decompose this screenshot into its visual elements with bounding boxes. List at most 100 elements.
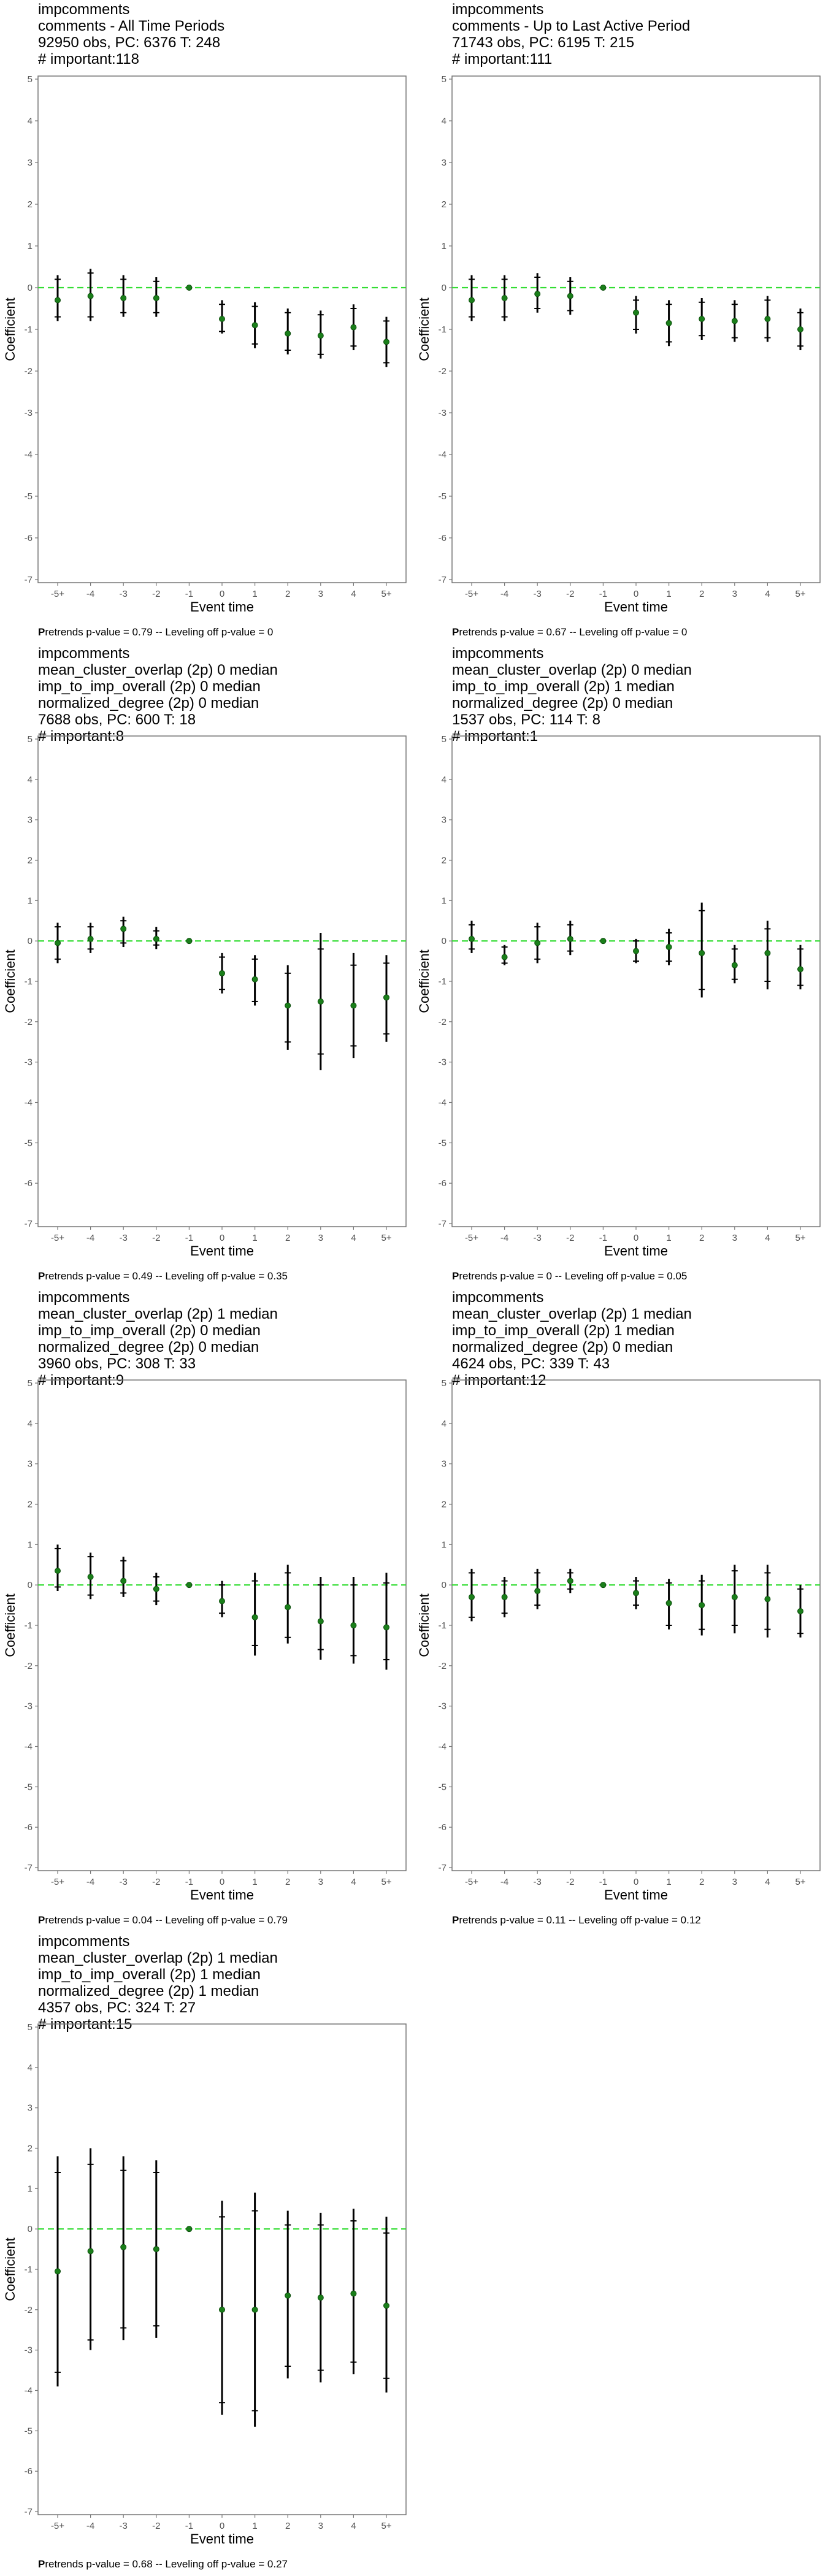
y-tick-label: -2 (439, 1661, 447, 1671)
x-tick-label: 0 (634, 1877, 638, 1887)
x-tick-label: 4 (765, 589, 770, 599)
coefficient-point (317, 998, 324, 1005)
footer-text: retrends p-value = 0.67 -- Leveling off … (459, 626, 688, 638)
title-line: 71743 obs, PC: 6195 T: 215 (452, 34, 635, 51)
y-tick-label: 1 (442, 1539, 447, 1550)
x-tick-label: 2 (699, 1877, 704, 1887)
y-tick-label: -6 (25, 1822, 33, 1833)
y-axis-label: Coefficient (2, 297, 18, 361)
y-tick-label: -3 (25, 1701, 33, 1712)
y-tick-label: 1 (442, 895, 447, 906)
footer-initial: P (38, 626, 45, 638)
y-tick-label: 5 (442, 74, 447, 85)
title-line: 7688 obs, PC: 600 T: 18 (38, 711, 196, 728)
coefficient-point (383, 1624, 389, 1631)
x-tick-label: -4 (86, 1877, 94, 1887)
x-axis-label: Event time (190, 1243, 254, 1259)
title-line: 3960 obs, PC: 308 T: 33 (38, 1355, 196, 1372)
x-tick-label: 2 (285, 1233, 290, 1243)
x-tick-label: 3 (318, 1233, 323, 1243)
y-tick-label: -6 (25, 1178, 33, 1189)
y-tick-label: -2 (25, 2305, 33, 2315)
coefficient-point (285, 2292, 291, 2299)
coefficient-plot: -7 -6 -5 -4 -3 -2 -1 0 1 2 3 4 5 -5+ -4 -3 -2 -1 0 1 2 3 4 5+ Ev… (416, 74, 821, 615)
x-tick-label: 0 (220, 1233, 224, 1243)
y-tick-label: -2 (25, 1017, 33, 1027)
y-tick-label: 2 (28, 856, 33, 866)
x-tick-label: -1 (599, 1877, 607, 1887)
y-tick-label: 5 (28, 2022, 33, 2033)
x-tick-label: 1 (252, 589, 257, 599)
y-tick-label: 1 (28, 2183, 33, 2194)
y-tick-label: 5 (442, 734, 447, 745)
y-tick-label: 3 (442, 1459, 447, 1470)
title-line: imp_to_imp_overall (2p) 0 median (38, 1322, 261, 1339)
y-tick-label: -7 (439, 575, 447, 585)
coefficient-point (600, 285, 607, 291)
coefficient-point (219, 970, 225, 976)
x-tick-label: 0 (220, 2521, 224, 2531)
y-tick-label: -3 (439, 1057, 447, 1068)
coefficient-point (186, 285, 193, 291)
title-line: normalized_degree (2p) 0 median (38, 695, 259, 711)
footer-initial: P (38, 1270, 45, 1282)
x-tick-label: -2 (152, 589, 160, 599)
x-tick-label: 5+ (381, 2521, 391, 2531)
footer-initial: P (452, 1914, 459, 1926)
coefficient-point (501, 1593, 508, 1600)
panel-title: impcomments mean_cluster_overlap (2p) 0 m… (38, 645, 278, 745)
y-tick-label: -4 (439, 1098, 447, 1108)
x-tick-label: -2 (152, 1877, 160, 1887)
x-tick-label: -1 (185, 1233, 193, 1243)
coefficient-point (534, 1588, 541, 1595)
coefficient-point (251, 322, 258, 329)
coefficient-point (87, 935, 94, 942)
coefficient-point (665, 1600, 672, 1606)
x-tick-label: -3 (120, 1877, 128, 1887)
title-line: mean_cluster_overlap (2p) 0 median (38, 662, 278, 678)
y-tick-label: -3 (439, 408, 447, 418)
coefficient-point (501, 295, 508, 301)
footer-initial: P (452, 626, 459, 638)
panel-title: impcomments comments - All Time Periods 92… (38, 1, 224, 67)
footer-text: retrends p-value = 0.04 -- Leveling off … (45, 1914, 288, 1926)
y-tick-label: -4 (439, 450, 447, 460)
y-tick-label: -4 (439, 1742, 447, 1752)
y-tick-label: 1 (28, 895, 33, 906)
coefficient-point (120, 2244, 127, 2250)
y-tick-label: -7 (439, 1863, 447, 1873)
coefficient-point (797, 326, 803, 332)
coefficient-point (120, 295, 127, 301)
coefficient-point (120, 926, 127, 932)
x-tick-label: -1 (599, 1233, 607, 1243)
x-tick-label: -1 (599, 589, 607, 599)
x-axis-label: Event time (604, 1887, 668, 1903)
y-tick-label: 0 (442, 1580, 447, 1590)
x-tick-label: 3 (318, 2521, 323, 2531)
y-tick-label: -7 (25, 2507, 33, 2517)
y-tick-label: -6 (439, 1822, 447, 1833)
title-line: mean_cluster_overlap (2p) 1 median (38, 1306, 278, 1322)
y-tick-label: -1 (439, 324, 447, 335)
y-axis-label: Coefficient (416, 1593, 432, 1657)
coefficient-plot: -7 -6 -5 -4 -3 -2 -1 0 1 2 3 4 5 -5+ -4 -3 -2 -1 0 1 2 3 4 5+ Ev… (2, 734, 407, 1259)
coefficient-point (469, 297, 475, 304)
coefficient-point (469, 935, 475, 942)
coefficient-plot: -7 -6 -5 -4 -3 -2 -1 0 1 2 3 4 5 -5+ -4 -3 -2 -1 0 1 2 3 4 5+ Ev… (2, 74, 407, 615)
title-line: imp_to_imp_overall (2p) 1 median (38, 1966, 261, 1983)
y-tick-label: -5 (25, 1782, 33, 1792)
y-axis-label: Coefficient (2, 949, 18, 1013)
x-tick-label: -2 (152, 1233, 160, 1243)
x-axis-label: Event time (190, 1887, 254, 1903)
y-tick-label: -1 (439, 976, 447, 987)
coefficient-point (633, 309, 639, 316)
y-tick-label: 4 (28, 116, 33, 126)
p-value-footer: Pretrends p-value = 0 -- Leveling off p-… (452, 1270, 687, 1282)
x-tick-label: 2 (285, 1877, 290, 1887)
x-tick-label: 4 (351, 589, 356, 599)
y-tick-label: 2 (442, 856, 447, 866)
coefficient-point (699, 316, 705, 322)
y-tick-label: -3 (25, 408, 33, 418)
title-line: imp_to_imp_overall (2p) 1 median (452, 678, 675, 695)
title-line: comments - All Time Periods (38, 18, 225, 34)
